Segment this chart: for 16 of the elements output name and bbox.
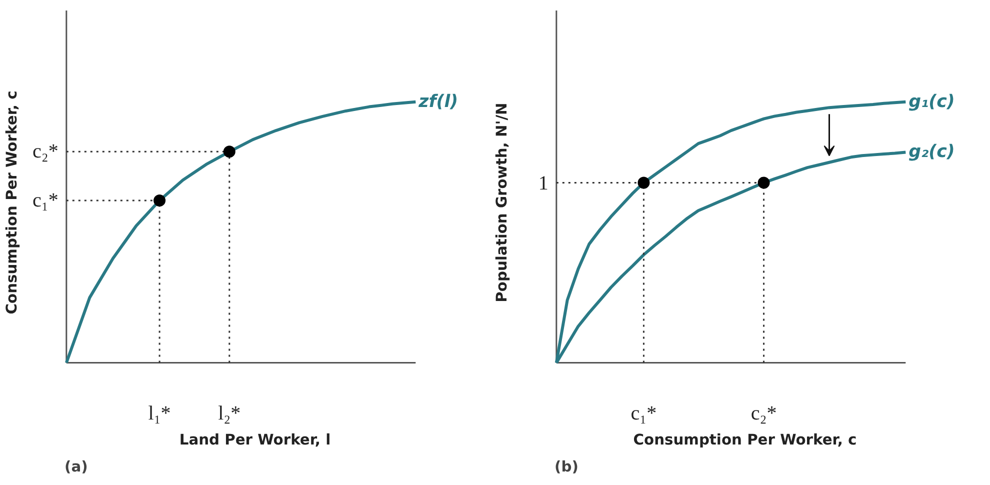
text: (a) <box>64 458 88 476</box>
y-axis-title: Population Growth, N'/N <box>494 102 510 302</box>
ref-line-label: c₂* <box>32 140 58 163</box>
ref-line-label: c₁* <box>32 189 58 212</box>
text: (b) <box>554 458 578 476</box>
series-label: g₁(c) <box>908 92 955 112</box>
x-axis-title: Land Per Worker, l <box>179 432 331 448</box>
y-axis-title: Consumption Per Worker, c <box>4 90 20 314</box>
ref-line-label: 1 <box>538 172 548 195</box>
x-tick-label: c₂* <box>750 402 777 424</box>
x-tick-label: c₁* <box>630 402 657 424</box>
series-label: zf(l) <box>418 92 458 112</box>
x-tick-label: l₂* <box>218 402 241 424</box>
x-axis-title: Consumption Per Worker, c <box>633 432 857 448</box>
series-label: g₂(c) <box>908 142 955 162</box>
x-tick-label: l₁* <box>148 402 171 424</box>
